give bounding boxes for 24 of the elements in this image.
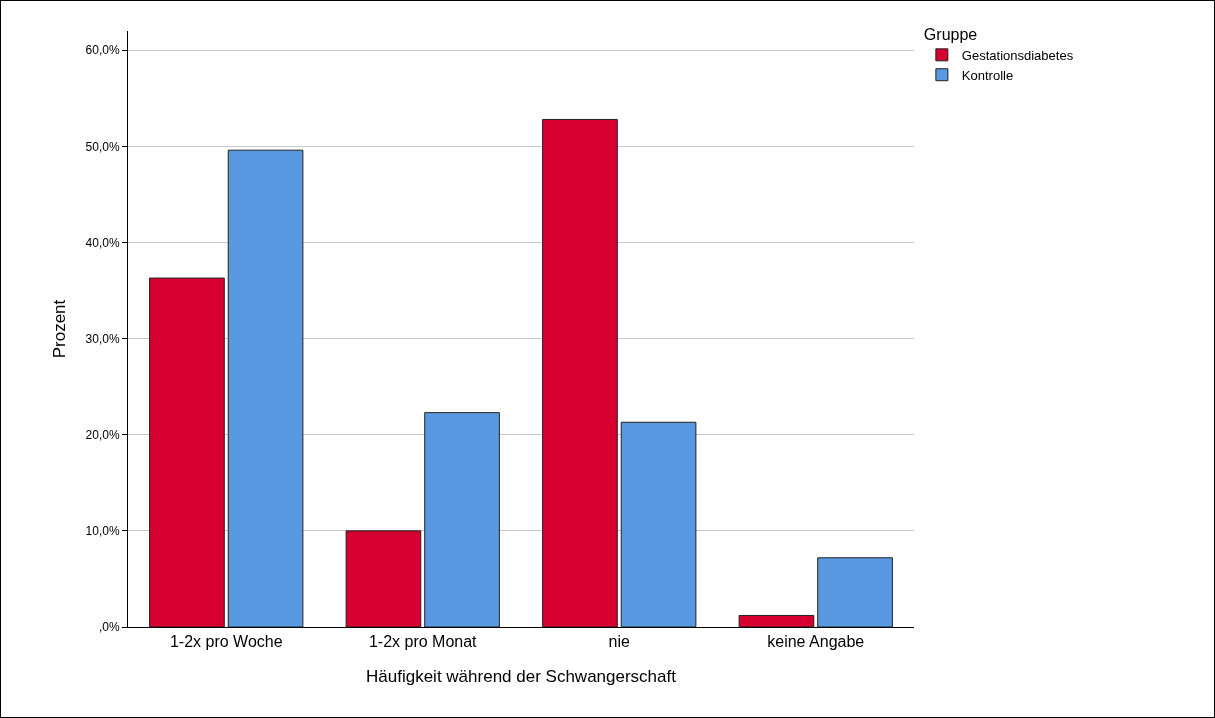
bar bbox=[542, 118, 618, 627]
x-tick-label: nie bbox=[608, 633, 631, 651]
legend-title: Gruppe bbox=[923, 25, 978, 43]
x-axis-title: Häufigkeit während der Schwangerschaft bbox=[366, 666, 677, 686]
bar bbox=[817, 557, 893, 627]
bar bbox=[345, 530, 422, 627]
y-tick-label: 10,0% bbox=[85, 524, 120, 539]
y-tick-label: 30,0% bbox=[85, 331, 120, 346]
bar bbox=[738, 614, 815, 627]
bar bbox=[149, 277, 225, 627]
y-tick-label: 60,0% bbox=[85, 43, 120, 58]
y-axis-title: Prozent bbox=[50, 299, 70, 359]
y-tick-label: 50,0% bbox=[85, 139, 120, 154]
x-tick-label: 1-2x pro Monat bbox=[368, 633, 478, 651]
legend-label: Gestationsdiabetes bbox=[961, 47, 1074, 63]
bar bbox=[620, 421, 697, 627]
x-tick-label: keine Angabe bbox=[767, 633, 865, 651]
legend-label: Kontrolle bbox=[961, 67, 1014, 83]
y-tick-label: 40,0% bbox=[85, 235, 120, 250]
y-tick-label: ,0% bbox=[98, 620, 120, 635]
bar bbox=[424, 412, 500, 627]
bar bbox=[227, 149, 304, 627]
x-tick-label: 1-2x pro Woche bbox=[169, 633, 283, 651]
y-tick-label: 20,0% bbox=[85, 427, 120, 442]
